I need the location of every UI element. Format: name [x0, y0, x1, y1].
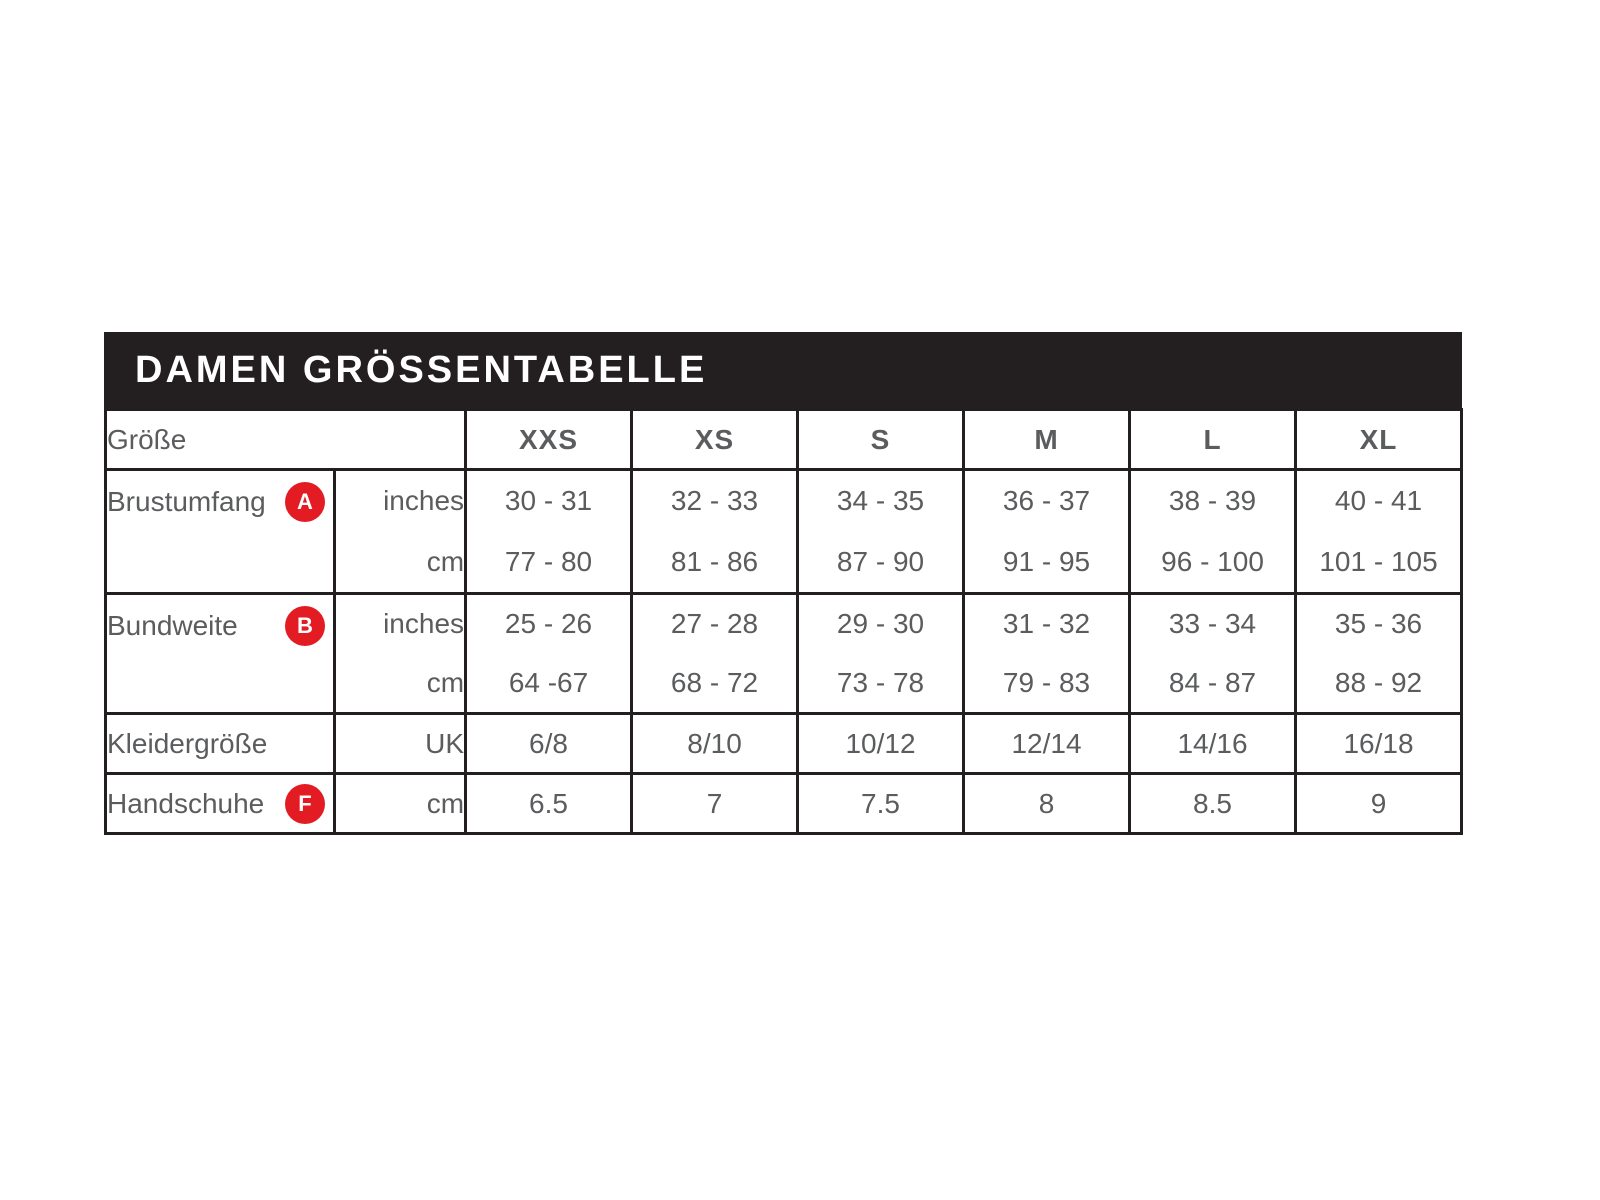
value-cell: 36 - 37 [962, 468, 1132, 532]
size-table: Größe XXS XS S M L XL Brustumfang A inch… [103, 408, 1464, 835]
value-cell: 33 - 34 [1128, 592, 1298, 654]
value-cell: 27 - 28 [630, 592, 800, 654]
value-cell: 32 - 33 [630, 468, 800, 532]
unit-label: cm [332, 531, 468, 595]
value-cell: 8.5 [1128, 772, 1298, 835]
value-cell: 29 - 30 [796, 592, 966, 654]
value-cell: 79 - 83 [962, 653, 1132, 715]
row-bundweite-inches: Bundweite B inches 25 - 26 27 - 28 29 - … [104, 592, 1464, 714]
size-header-xs: XS [630, 408, 800, 471]
value-cell: 12/14 [962, 712, 1132, 775]
size-header-l: L [1128, 408, 1298, 471]
value-cell: 9 [1294, 772, 1464, 835]
row-brustumfang-inches: Brustumfang A inches 30 - 31 32 - 33 34 … [104, 468, 1464, 594]
value-cell: 6/8 [464, 712, 634, 775]
value-cell: 34 - 35 [796, 468, 966, 532]
size-header-s: S [796, 408, 966, 471]
row-label-bundweite: Bundweite B [104, 592, 336, 714]
row-label-text: Bundweite [107, 610, 238, 641]
value-cell: 30 - 31 [464, 468, 634, 532]
value-cell: 64 -67 [464, 653, 634, 715]
value-cell: 77 - 80 [464, 531, 634, 595]
unit-label: cm [332, 653, 468, 715]
row-label-text: Handschuhe [107, 787, 265, 819]
value-cell: 91 - 95 [962, 531, 1132, 595]
marker-b-badge: B [285, 606, 325, 646]
size-header-xl: XL [1294, 408, 1464, 471]
value-cell: 7.5 [796, 772, 966, 835]
value-cell: 68 - 72 [630, 653, 800, 715]
value-cell: 40 - 41 [1294, 468, 1464, 532]
value-cell: 35 - 36 [1294, 592, 1464, 654]
row-label-text: Kleidergröße [107, 727, 268, 759]
size-column-label: Größe [103, 408, 468, 471]
value-cell: 73 - 78 [796, 653, 966, 715]
size-chart: DAMEN GRÖSSENTABELLE Größe XXS XS S M L … [103, 332, 1464, 835]
unit-label: inches [332, 468, 468, 532]
row-label-handschuhe: Handschuhe F [104, 772, 336, 835]
marker-a-badge: A [285, 482, 325, 522]
value-cell: 84 - 87 [1128, 653, 1298, 715]
row-brustumfang-cm: cm 77 - 80 81 - 86 87 - 90 91 - 95 96 - … [106, 531, 1464, 595]
value-cell: 31 - 32 [962, 592, 1132, 654]
value-cell: 10/12 [796, 712, 966, 775]
value-cell: 38 - 39 [1128, 468, 1298, 532]
unit-label: cm [332, 772, 468, 835]
marker-f-badge: F [285, 783, 325, 824]
size-header-xxs: XXS [464, 408, 634, 471]
value-cell: 14/16 [1128, 712, 1298, 775]
unit-label: inches [332, 592, 468, 654]
value-cell: 96 - 100 [1128, 531, 1298, 595]
size-header-m: M [962, 408, 1132, 471]
value-cell: 81 - 86 [630, 531, 800, 595]
value-cell: 7 [630, 772, 800, 835]
value-cell: 101 - 105 [1294, 531, 1464, 595]
row-label-kleidergroesse: Kleidergröße [104, 712, 336, 775]
value-cell: 8 [962, 772, 1132, 835]
row-label-text: Brustumfang [107, 486, 266, 517]
value-cell: 16/18 [1294, 712, 1464, 775]
chart-title: DAMEN GRÖSSENTABELLE [135, 348, 708, 391]
title-bar: DAMEN GRÖSSENTABELLE [104, 332, 1462, 408]
value-cell: 6.5 [464, 772, 634, 835]
value-cell: 88 - 92 [1294, 653, 1464, 715]
unit-label: UK [332, 712, 468, 775]
header-row: Größe XXS XS S M L XL [103, 408, 1464, 471]
value-cell: 8/10 [630, 712, 800, 775]
row-kleidergroesse: Kleidergröße UK 6/8 8/10 10/12 12/14 14/… [104, 712, 1464, 775]
row-label-brustumfang: Brustumfang A [104, 468, 336, 594]
value-cell: 87 - 90 [796, 531, 966, 595]
row-bundweite-cm: cm 64 -67 68 - 72 73 - 78 79 - 83 84 - 8… [106, 653, 1464, 715]
row-handschuhe: Handschuhe F cm 6.5 7 7.5 8 8.5 9 [104, 772, 1464, 835]
value-cell: 25 - 26 [464, 592, 634, 654]
